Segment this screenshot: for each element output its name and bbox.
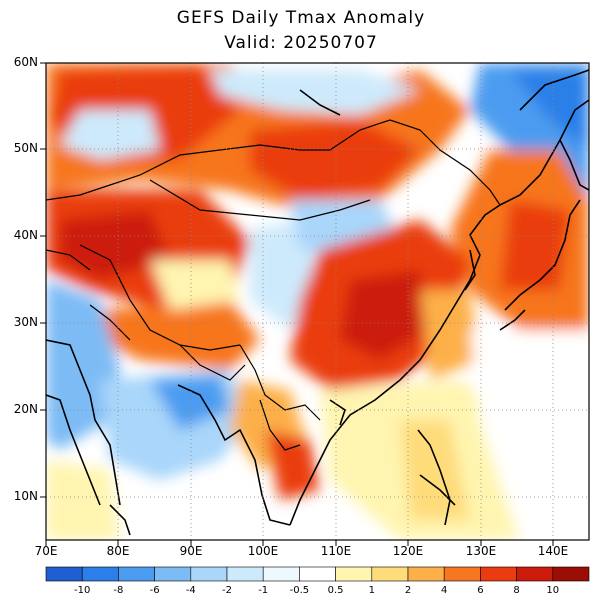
- colorbar-swatch: [45, 566, 83, 582]
- country-borders: [46, 119, 501, 451]
- colorbar-label: 1: [368, 585, 375, 596]
- lon-label-80e: 80E: [106, 544, 130, 558]
- colorbar-swatch: [480, 566, 517, 582]
- colorbar-swatch: [335, 566, 373, 582]
- colorbar-swatch: [118, 566, 155, 582]
- colorbar-swatch: [154, 566, 192, 582]
- colorbar-swatch: [299, 566, 336, 582]
- colorbar-swatch: [81, 566, 119, 582]
- colorbar: [45, 566, 590, 582]
- coastlines: [46, 69, 589, 536]
- map-title: GEFS Daily Tmax Anomaly: [176, 8, 426, 28]
- lon-label-100e: 100E: [247, 544, 279, 558]
- colorbar-label: -2: [222, 585, 232, 596]
- colorbar-label: 2: [404, 585, 412, 596]
- colorbar-label: -6: [149, 585, 160, 596]
- lat-label-60n: 60N: [13, 55, 38, 69]
- colorbar-swatch: [226, 566, 264, 582]
- lon-label-130e: 130E: [465, 544, 497, 558]
- colorbar-label: -0.5: [289, 585, 310, 596]
- lon-label-140e: 140E: [537, 544, 569, 558]
- lat-label-20n: 20N: [13, 402, 38, 416]
- lon-label-70e: 70E: [34, 544, 58, 558]
- lat-label-50n: 50N: [13, 141, 38, 155]
- colorbar-label: 4: [441, 585, 448, 596]
- colorbar-swatch: [262, 566, 300, 582]
- colorbar-label: -4: [185, 585, 196, 596]
- colorbar-label: -10: [74, 585, 91, 596]
- lon-label-120e: 120E: [392, 544, 424, 558]
- graticule: [46, 63, 589, 540]
- colorbar-swatch: [516, 566, 554, 582]
- colorbar-swatch: [443, 566, 481, 582]
- valid-date: Valid: 20250707: [224, 33, 378, 53]
- colorbar-label: 0.5: [327, 585, 344, 596]
- colorbar-label: 8: [513, 585, 520, 596]
- colorbar-label: -8: [113, 585, 124, 596]
- colorbar-label: -1: [258, 585, 269, 596]
- lat-label-30n: 30N: [13, 315, 38, 329]
- colorbar-swatch: [407, 566, 445, 582]
- colorbar-label: 10: [546, 585, 560, 596]
- lat-label-10n: 10N: [13, 489, 38, 503]
- map-frame: [45, 62, 590, 541]
- axis-ticks: [40, 62, 554, 546]
- colorbar-swatch: [190, 566, 228, 582]
- colorbar-swatch: [552, 566, 590, 582]
- lat-label-40n: 40N: [13, 228, 38, 242]
- colorbar-label: 6: [477, 585, 484, 596]
- anomaly-field: [46, 63, 589, 540]
- lon-label-110e: 110E: [320, 544, 352, 558]
- colorbar-swatch: [371, 566, 409, 582]
- lon-label-90e: 90E: [179, 544, 203, 558]
